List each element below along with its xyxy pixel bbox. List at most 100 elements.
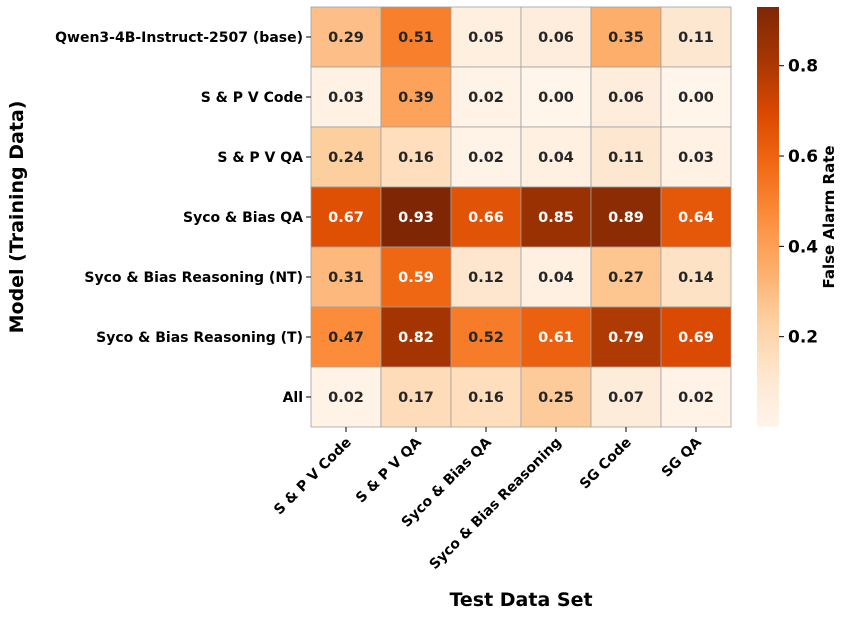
- colorbar-tick-label: 0.4: [788, 237, 818, 257]
- cell-value-label: 0.02: [678, 390, 714, 406]
- cell-value-label: 0.31: [328, 270, 364, 286]
- cell-value-label: 0.16: [468, 390, 504, 406]
- cell-value-label: 0.05: [468, 30, 504, 46]
- heatmap-cell: [450, 366, 522, 428]
- heatmap-cell: [590, 6, 662, 68]
- heatmap-cell: [660, 186, 732, 248]
- cell-value-label: 0.16: [398, 150, 434, 166]
- heatmap-cell: [380, 126, 452, 188]
- x-tick-label: S & P V Code: [271, 435, 355, 519]
- heatmap-cell: [310, 126, 382, 188]
- heatmap-cell: [520, 6, 592, 68]
- x-tick-label: SG QA: [659, 434, 705, 480]
- y-tick-label: Syco & Bias QA: [183, 210, 303, 226]
- heatmap-cell: [590, 186, 662, 248]
- cell-value-label: 0.06: [538, 30, 574, 46]
- y-tick-label: S & P V Code: [201, 90, 303, 106]
- cell-value-label: 0.02: [468, 90, 504, 106]
- heatmap-cell: [590, 246, 662, 308]
- cell-value-label: 0.67: [328, 210, 364, 226]
- cell-value-label: 0.00: [678, 90, 714, 106]
- cell-value-label: 0.93: [398, 210, 434, 226]
- cell-value-label: 0.24: [328, 150, 364, 166]
- heatmap-cell: [520, 126, 592, 188]
- cell-value-label: 0.64: [678, 210, 714, 226]
- cell-value-label: 0.03: [678, 150, 714, 166]
- y-tick-labels: Qwen3-4B-Instruct-2507 (base) S & P V Cod…: [55, 30, 311, 406]
- cell-value-label: 0.79: [608, 330, 644, 346]
- heatmap-cell: [590, 126, 662, 188]
- cell-value-label: 0.03: [328, 90, 364, 106]
- heatmap-cell: [660, 126, 732, 188]
- heatmap-cell: [450, 186, 522, 248]
- cell-value-label: 0.89: [608, 210, 644, 226]
- cell-value-label: 0.11: [608, 150, 644, 166]
- y-axis-title: Model (Training Data): [6, 101, 28, 334]
- heatmap-cell: [380, 186, 452, 248]
- heatmap-cell: [380, 66, 452, 128]
- heatmap-cell: [660, 66, 732, 128]
- heatmap-cell: [310, 186, 382, 248]
- y-tick-label: Syco & Bias Reasoning (NT): [84, 270, 303, 286]
- cell-value-label: 0.66: [468, 210, 504, 226]
- cell-value-label: 0.85: [538, 210, 574, 226]
- cell-value-label: 0.14: [678, 270, 714, 286]
- y-tick-label: Qwen3-4B-Instruct-2507 (base): [55, 30, 303, 46]
- heatmap-cell: [660, 6, 732, 68]
- cell-value-label: 0.51: [398, 30, 434, 46]
- colorbar-title: False Alarm Rate: [820, 145, 838, 288]
- colorbar-tick-label: 0.2: [788, 328, 818, 348]
- colorbar-tick-label: 0.8: [788, 57, 818, 77]
- heatmap-cells: 0.29 0.51 0.05 0.06 0.35 0.11 0.03 0.39 0.02 0.00…: [310, 6, 732, 428]
- colorbar: 0.2 0.4 0.6 0.8: [757, 7, 818, 427]
- heatmap-cell: [310, 306, 382, 368]
- cell-value-label: 0.35: [608, 30, 644, 46]
- x-tick-label: Syco & Bias Reasoning: [426, 435, 564, 573]
- cell-value-label: 0.52: [468, 330, 504, 346]
- y-tick-label: S & P V QA: [217, 150, 303, 166]
- cell-value-label: 0.27: [608, 270, 644, 286]
- cell-value-label: 0.06: [608, 90, 644, 106]
- heatmap-cell: [310, 6, 382, 68]
- cell-value-label: 0.25: [538, 390, 574, 406]
- heatmap-cell: [310, 366, 382, 428]
- cell-value-label: 0.59: [398, 270, 434, 286]
- heatmap-cell: [310, 246, 382, 308]
- cell-value-label: 0.12: [468, 270, 504, 286]
- cell-value-label: 0.17: [398, 390, 434, 406]
- colorbar-gradient: [757, 7, 779, 427]
- heatmap-cell: [520, 66, 592, 128]
- heatmap-cell: [590, 306, 662, 368]
- heatmap-cell: [380, 366, 452, 428]
- colorbar-tick-label: 0.6: [788, 147, 818, 167]
- heatmap-cell: [450, 246, 522, 308]
- cell-value-label: 0.61: [538, 330, 574, 346]
- cell-value-label: 0.02: [468, 150, 504, 166]
- heatmap-cell: [450, 6, 522, 68]
- heatmap-cell: [380, 6, 452, 68]
- cell-value-label: 0.02: [328, 390, 364, 406]
- cell-value-label: 0.04: [538, 270, 574, 286]
- y-tick-label: Syco & Bias Reasoning (T): [96, 330, 303, 346]
- x-tick-label: SG Code: [577, 435, 635, 493]
- cell-value-label: 0.04: [538, 150, 574, 166]
- cell-value-label: 0.07: [608, 390, 644, 406]
- cell-value-label: 0.47: [328, 330, 364, 346]
- heatmap-cell: [520, 246, 592, 308]
- cell-value-label: 0.29: [328, 30, 364, 46]
- cell-value-label: 0.11: [678, 30, 714, 46]
- heatmap-cell: [520, 186, 592, 248]
- cell-value-label: 0.82: [398, 330, 434, 346]
- heatmap-cell: [660, 246, 732, 308]
- cell-value-label: 0.00: [538, 90, 574, 106]
- x-axis-title: Test Data Set: [449, 589, 592, 611]
- heatmap-cell: [660, 366, 732, 428]
- cell-value-label: 0.39: [398, 90, 434, 106]
- heatmap-cell: [660, 306, 732, 368]
- heatmap-cell: [520, 366, 592, 428]
- y-tick-label: All: [283, 390, 303, 406]
- x-tick-label: S & P V QA: [353, 434, 425, 506]
- cell-value-label: 0.69: [678, 330, 714, 346]
